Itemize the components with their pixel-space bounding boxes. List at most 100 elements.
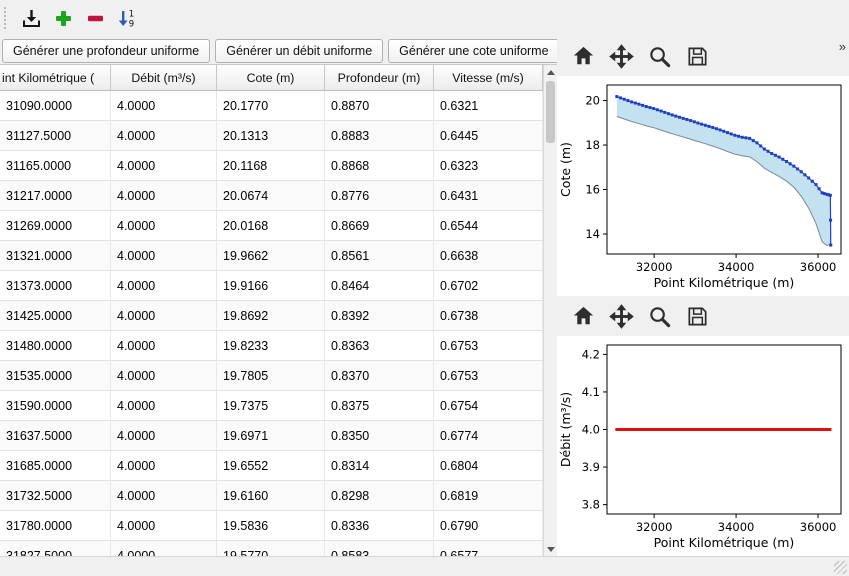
home-button[interactable] bbox=[569, 42, 597, 70]
table-cell[interactable]: 31685.0000 bbox=[0, 451, 111, 481]
table-cell[interactable]: 4.0000 bbox=[111, 181, 217, 211]
table-cell[interactable]: 0.8776 bbox=[325, 181, 434, 211]
table-cell[interactable]: 31480.0000 bbox=[0, 331, 111, 361]
home-button[interactable] bbox=[569, 302, 597, 330]
table-cell[interactable]: 0.8464 bbox=[325, 271, 434, 301]
table-cell[interactable]: 0.6754 bbox=[434, 391, 543, 421]
window-resize-grip[interactable] bbox=[834, 561, 847, 574]
table-cell[interactable]: 0.6431 bbox=[434, 181, 543, 211]
table-cell[interactable]: 4.0000 bbox=[111, 271, 217, 301]
table-cell[interactable]: 19.8692 bbox=[217, 301, 325, 331]
import-button[interactable] bbox=[17, 4, 45, 32]
zoom-button[interactable] bbox=[645, 42, 673, 70]
generate-uniform-level-button[interactable]: Générer une cote uniforme bbox=[388, 39, 557, 63]
table-cell[interactable]: 0.6790 bbox=[434, 511, 543, 541]
table-cell[interactable]: 0.8298 bbox=[325, 481, 434, 511]
table-cell[interactable]: 4.0000 bbox=[111, 91, 217, 121]
table-cell[interactable]: 4.0000 bbox=[111, 391, 217, 421]
table-cell[interactable]: 0.8883 bbox=[325, 121, 434, 151]
generate-uniform-flow-button[interactable]: Générer un débit uniforme bbox=[215, 39, 384, 63]
table-cell[interactable]: 19.5770 bbox=[217, 541, 325, 556]
table-cell[interactable]: 4.0000 bbox=[111, 331, 217, 361]
table-cell[interactable]: 4.0000 bbox=[111, 211, 217, 241]
table-cell[interactable]: 31269.0000 bbox=[0, 211, 111, 241]
table-cell[interactable]: 0.8583 bbox=[325, 541, 434, 556]
table-cell[interactable]: 31217.0000 bbox=[0, 181, 111, 211]
table-cell[interactable]: 0.6638 bbox=[434, 241, 543, 271]
table-cell[interactable]: 31827.5000 bbox=[0, 541, 111, 556]
table-cell[interactable]: 0.6445 bbox=[434, 121, 543, 151]
table-cell[interactable]: 0.6804 bbox=[434, 451, 543, 481]
table-cell[interactable]: 19.9166 bbox=[217, 271, 325, 301]
table-cell[interactable]: 0.6321 bbox=[434, 91, 543, 121]
table-cell[interactable]: 31535.0000 bbox=[0, 361, 111, 391]
table-cell[interactable]: 20.0168 bbox=[217, 211, 325, 241]
table-cell[interactable]: 19.6160 bbox=[217, 481, 325, 511]
table-cell[interactable]: 0.6774 bbox=[434, 421, 543, 451]
column-header[interactable]: int Kilométrique ( bbox=[0, 65, 111, 91]
save-figure-button[interactable] bbox=[683, 42, 711, 70]
column-header[interactable]: Profondeur (m) bbox=[325, 65, 434, 91]
table-cell[interactable]: 0.6702 bbox=[434, 271, 543, 301]
table-cell[interactable]: 0.8868 bbox=[325, 151, 434, 181]
table-cell[interactable]: 0.6577 bbox=[434, 541, 543, 556]
table-cell[interactable]: 4.0000 bbox=[111, 361, 217, 391]
table-cell[interactable]: 31637.5000 bbox=[0, 421, 111, 451]
table-cell[interactable]: 0.6753 bbox=[434, 331, 543, 361]
column-header[interactable]: Vitesse (m/s) bbox=[434, 65, 543, 91]
table-cell[interactable]: 4.0000 bbox=[111, 301, 217, 331]
table-cell[interactable]: 19.9662 bbox=[217, 241, 325, 271]
remove-row-button[interactable] bbox=[81, 4, 109, 32]
table-cell[interactable]: 0.8314 bbox=[325, 451, 434, 481]
save-figure-button[interactable] bbox=[683, 302, 711, 330]
cote-profile-chart[interactable]: 32000 34000 36000 14 16 18 20 Point Kilométriqu… bbox=[557, 76, 849, 296]
table-cell[interactable]: 31321.0000 bbox=[0, 241, 111, 271]
table-cell[interactable]: 20.1770 bbox=[217, 91, 325, 121]
table-cell[interactable]: 4.0000 bbox=[111, 451, 217, 481]
generate-uniform-depth-button[interactable]: Générer une profondeur uniforme bbox=[2, 39, 211, 63]
scroll-up-button[interactable] bbox=[544, 65, 557, 79]
table-cell[interactable]: 20.1168 bbox=[217, 151, 325, 181]
table-cell[interactable]: 4.0000 bbox=[111, 481, 217, 511]
table-cell[interactable]: 31732.5000 bbox=[0, 481, 111, 511]
table-cell[interactable]: 0.8870 bbox=[325, 91, 434, 121]
table-cell[interactable]: 0.8363 bbox=[325, 331, 434, 361]
add-row-button[interactable] bbox=[49, 4, 77, 32]
table-cell[interactable]: 0.8561 bbox=[325, 241, 434, 271]
table-cell[interactable]: 31590.0000 bbox=[0, 391, 111, 421]
table-cell[interactable]: 19.8233 bbox=[217, 331, 325, 361]
table-cell[interactable]: 31127.5000 bbox=[0, 121, 111, 151]
table-cell[interactable]: 0.8336 bbox=[325, 511, 434, 541]
table-cell[interactable]: 31780.0000 bbox=[0, 511, 111, 541]
table-cell[interactable]: 0.8669 bbox=[325, 211, 434, 241]
table-cell[interactable]: 0.6323 bbox=[434, 151, 543, 181]
table-cell[interactable]: 0.8392 bbox=[325, 301, 434, 331]
table-cell[interactable]: 20.0674 bbox=[217, 181, 325, 211]
toolbar-overflow-chevron[interactable]: » bbox=[838, 39, 846, 54]
pan-button[interactable] bbox=[607, 302, 635, 330]
table-cell[interactable]: 4.0000 bbox=[111, 511, 217, 541]
table-cell[interactable]: 4.0000 bbox=[111, 151, 217, 181]
table-cell[interactable]: 19.6552 bbox=[217, 451, 325, 481]
zoom-button[interactable] bbox=[645, 302, 673, 330]
column-header[interactable]: Cote (m) bbox=[217, 65, 325, 91]
toolbar-drag-handle[interactable] bbox=[4, 7, 10, 29]
table-cell[interactable]: 19.5836 bbox=[217, 511, 325, 541]
table-cell[interactable]: 0.6753 bbox=[434, 361, 543, 391]
table-cell[interactable]: 19.7375 bbox=[217, 391, 325, 421]
table-cell[interactable]: 0.8370 bbox=[325, 361, 434, 391]
table-cell[interactable]: 31373.0000 bbox=[0, 271, 111, 301]
table-cell[interactable]: 4.0000 bbox=[111, 421, 217, 451]
column-header[interactable]: Débit (m³/s) bbox=[111, 65, 217, 91]
table-cell[interactable]: 31165.0000 bbox=[0, 151, 111, 181]
table-cell[interactable]: 4.0000 bbox=[111, 241, 217, 271]
table-cell[interactable]: 0.8350 bbox=[325, 421, 434, 451]
table-cell[interactable]: 4.0000 bbox=[111, 121, 217, 151]
table-cell[interactable]: 31425.0000 bbox=[0, 301, 111, 331]
table-cell[interactable]: 31090.0000 bbox=[0, 91, 111, 121]
pan-button[interactable] bbox=[607, 42, 635, 70]
table-scrollbar[interactable] bbox=[543, 65, 557, 556]
scroll-down-button[interactable] bbox=[544, 542, 557, 556]
debit-chart[interactable]: 32000 34000 36000 3.8 3.9 4.0 4.1 4.2 Point Kilo… bbox=[557, 336, 849, 556]
table-cell[interactable]: 0.6738 bbox=[434, 301, 543, 331]
